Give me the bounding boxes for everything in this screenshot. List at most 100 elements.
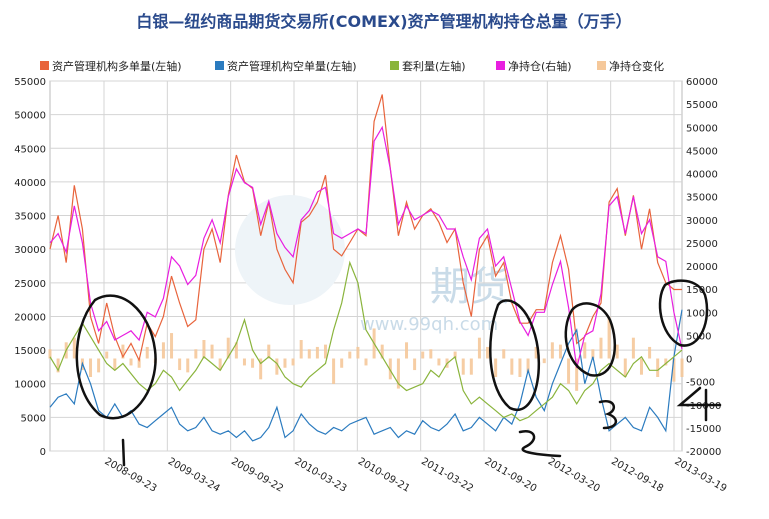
right-tick-label: 10000 — [686, 308, 718, 319]
series-line-0 — [49, 94, 682, 363]
net-change-bar — [267, 344, 271, 359]
annotation-stroke-2 — [518, 429, 562, 458]
annotation-circle-1 — [75, 294, 157, 420]
net-change-bar — [664, 358, 668, 366]
left-tick-label: 45000 — [14, 144, 46, 155]
watermark-logo — [235, 195, 345, 305]
net-change-bar — [615, 344, 619, 359]
watermark-brand: 期货 — [430, 264, 510, 310]
watermark-url: www.99qh.com — [360, 314, 498, 335]
net-change-bar — [291, 358, 295, 366]
net-change-bar — [226, 337, 230, 359]
x-tick-label: 2013-03-19 — [673, 456, 729, 495]
net-change-bar — [356, 346, 360, 359]
annotation-stroke-3 — [598, 399, 617, 430]
annotation-stroke-4 — [676, 386, 722, 422]
annotation-circle-2 — [489, 299, 541, 412]
net-change-bar — [307, 349, 311, 359]
net-change-bar — [461, 358, 465, 375]
legend-label-4: 净持仓变化 — [609, 59, 664, 73]
net-change-bar — [413, 358, 417, 371]
watermark: 期货 www.99qh.com — [235, 195, 510, 335]
net-change-bar — [202, 340, 206, 359]
left-tick-label: 25000 — [14, 279, 46, 290]
net-change-bar — [421, 351, 425, 359]
right-tick-label: -20000 — [686, 447, 721, 458]
net-change-bar — [315, 346, 319, 359]
net-change-bar — [251, 358, 255, 368]
net-change-bar — [639, 358, 643, 375]
x-tick-label: 2008-09-23 — [103, 456, 159, 495]
series-line-2 — [49, 260, 683, 422]
net-change-bar — [656, 358, 660, 377]
net-change-bar — [161, 342, 165, 359]
left-tick-label: 0 — [40, 447, 46, 458]
net-change-bar — [275, 358, 279, 375]
net-change-bar — [672, 358, 676, 382]
series-line-3 — [49, 125, 683, 368]
legend-label-1: 资产管理机构空单量(左轴) — [227, 59, 357, 73]
x-tick-label: 2012-09-18 — [609, 456, 665, 495]
left-tick-label: 10000 — [14, 380, 46, 391]
right-tick-label: 20000 — [686, 262, 718, 273]
net-change-bar — [121, 344, 125, 359]
net-change-bar — [510, 358, 514, 375]
net-change-bar — [550, 342, 554, 359]
legend-label-2: 套利量(左轴) — [402, 59, 466, 73]
series-line-1 — [49, 309, 683, 442]
net-change-bar — [486, 346, 490, 359]
series-lines — [49, 94, 683, 442]
net-change-bar — [405, 342, 409, 359]
net-change-bar — [429, 349, 433, 359]
x-tick-label: 2011-09-20 — [483, 456, 539, 495]
net-change-bar — [469, 358, 473, 375]
net-change-bar — [453, 351, 457, 359]
left-tick-label: 55000 — [14, 77, 46, 88]
legend-label-3: 净持仓(右轴) — [508, 59, 572, 73]
legend: 资产管理机构多单量(左轴) 资产管理机构空单量(左轴) 套利量(左轴) 净持仓(… — [40, 59, 664, 73]
net-change-bar — [558, 344, 562, 359]
legend-swatch-2 — [390, 61, 399, 70]
right-tick-label: 0 — [686, 355, 692, 366]
annotation-layer — [75, 279, 722, 467]
net-change-bar — [567, 358, 571, 384]
net-change-bar — [477, 337, 481, 359]
net-change-bar — [494, 358, 498, 377]
net-change-bar — [348, 351, 352, 359]
x-tick-label: 2010-03-23 — [293, 456, 349, 495]
legend-swatch-0 — [40, 61, 49, 70]
net-change-bar — [518, 358, 522, 377]
net-change-bar — [218, 358, 222, 371]
right-tick-label: 40000 — [686, 170, 718, 181]
legend-swatch-3 — [496, 61, 505, 70]
net-change-bar — [380, 344, 384, 359]
net-change-bar — [542, 358, 546, 364]
right-tick-label: 45000 — [686, 146, 718, 157]
net-change-bar — [599, 337, 603, 359]
left-tick-label: 15000 — [14, 346, 46, 357]
chart-title: 白银—纽约商品期货交易所(COMEX)资产管理机构持仓总量（万手） — [136, 12, 631, 31]
net-change-bar — [178, 358, 182, 371]
left-tick-label: 40000 — [14, 178, 46, 189]
net-change-bar — [113, 358, 117, 371]
net-change-bar — [323, 344, 327, 359]
net-change-bar — [388, 358, 392, 380]
net-change-bar — [340, 358, 344, 368]
net-change-bar — [234, 342, 238, 359]
annotation-stroke-1 — [121, 438, 126, 467]
annotation-circle-4 — [658, 279, 709, 347]
net-change-bar — [170, 333, 174, 359]
left-tick-label: 5000 — [21, 413, 46, 424]
net-change-bar — [259, 358, 263, 380]
right-tick-label: 50000 — [686, 123, 718, 134]
net-change-bar — [72, 337, 76, 359]
left-tick-label: 35000 — [14, 212, 46, 223]
net-change-bar — [48, 349, 52, 359]
axes: 5500050000450004000035000300002500020000… — [14, 77, 728, 495]
net-change-bar — [137, 358, 141, 368]
net-change-bar — [332, 358, 336, 384]
net-change-bar — [194, 349, 198, 359]
right-tick-label: 35000 — [686, 193, 718, 204]
net-change-bar — [56, 358, 60, 373]
legend-label-0: 资产管理机构多单量(左轴) — [52, 59, 182, 73]
